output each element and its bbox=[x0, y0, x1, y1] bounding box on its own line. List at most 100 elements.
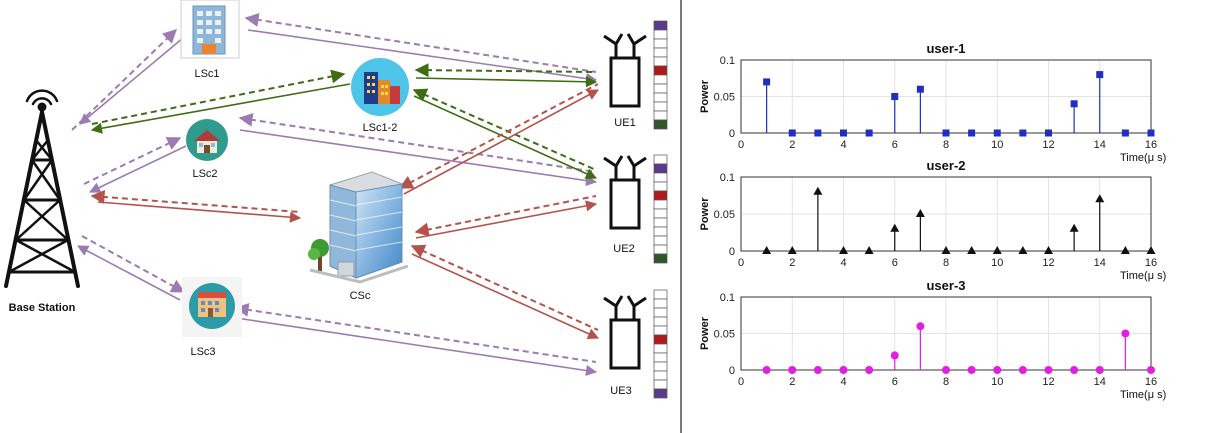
data-point bbox=[1095, 366, 1104, 374]
x-tick-label: 0 bbox=[738, 139, 744, 151]
user-1-chart: 0 2 4 6 8 10 12 14 16 0 0.05 0.1 user-1 Power Time(μ s… bbox=[699, 41, 1166, 164]
x-tick-label: 14 bbox=[1094, 376, 1106, 388]
base-station-tower-icon bbox=[4, 89, 80, 288]
csc-label: CSc bbox=[350, 290, 371, 302]
data-point bbox=[1069, 223, 1079, 232]
data-point bbox=[891, 93, 899, 100]
ue1-slot bbox=[653, 83, 668, 94]
link-arrows bbox=[71, 13, 600, 377]
ue3-slot bbox=[653, 307, 668, 318]
ue3-slot bbox=[653, 352, 668, 363]
data-point bbox=[839, 366, 848, 374]
ue3-slot bbox=[653, 370, 668, 381]
x-tick-label: 2 bbox=[789, 257, 795, 269]
ue2-slot bbox=[653, 253, 668, 264]
lsc3-label: LSc3 bbox=[190, 346, 215, 358]
data-point bbox=[865, 366, 874, 374]
ue2-slot bbox=[653, 190, 668, 201]
ue2-slot bbox=[653, 226, 668, 237]
lsc1-label: LSc1 bbox=[194, 68, 219, 80]
data-point bbox=[788, 129, 796, 137]
ue2-slot bbox=[653, 163, 668, 174]
ue1-slot bbox=[653, 74, 668, 85]
ue3-slot bbox=[653, 325, 668, 336]
y-tick-label: 0.05 bbox=[714, 329, 735, 341]
data-point bbox=[840, 129, 847, 137]
data-point bbox=[1070, 100, 1078, 108]
x-tick-label: 4 bbox=[840, 257, 846, 269]
ue3-slot bbox=[653, 388, 668, 399]
data-point bbox=[762, 246, 772, 254]
x-tick-label: 8 bbox=[943, 376, 949, 388]
x-tick-label: 14 bbox=[1094, 139, 1106, 151]
data-point bbox=[762, 366, 771, 374]
data-point bbox=[942, 129, 950, 137]
data-point bbox=[1121, 129, 1129, 137]
x-tick-label: 4 bbox=[840, 376, 846, 388]
data-point bbox=[788, 366, 797, 374]
lsc1-building-icon bbox=[180, 0, 240, 59]
y-tick-label: 0.1 bbox=[720, 172, 735, 184]
ue3-label: UE3 bbox=[610, 385, 631, 397]
ue1-slot bbox=[653, 56, 668, 67]
data-point bbox=[839, 246, 848, 254]
ue3-slot bbox=[653, 379, 668, 390]
data-point bbox=[1121, 329, 1130, 338]
user-3-chart: 0 2 4 6 8 10 12 14 16 0 0.05 0.1 user-3 Power Time(μ s… bbox=[699, 278, 1166, 401]
data-point bbox=[864, 246, 874, 254]
x-tick-label: 0 bbox=[738, 376, 744, 388]
chart-title: user-3 bbox=[926, 278, 965, 293]
x-axis-label: Time(μ s) bbox=[1120, 389, 1166, 401]
data-point bbox=[890, 223, 900, 232]
x-tick-label: 10 bbox=[991, 257, 1003, 269]
data-point bbox=[1146, 246, 1156, 254]
ue3-slot bbox=[653, 298, 668, 309]
data-point bbox=[968, 129, 976, 137]
ue2-slot bbox=[653, 199, 668, 210]
x-tick-label: 12 bbox=[1042, 376, 1054, 388]
data-point bbox=[1019, 129, 1027, 137]
ue2-device-icon bbox=[603, 155, 647, 230]
ue1-slot bbox=[653, 101, 668, 112]
x-tick-label: 2 bbox=[789, 139, 795, 151]
lsc2-house-icon bbox=[186, 119, 228, 161]
x-tick-label: 12 bbox=[1042, 257, 1054, 269]
data-point bbox=[916, 85, 924, 93]
data-point bbox=[993, 129, 1001, 137]
y-axis-label: Power bbox=[699, 316, 711, 350]
ue2-slot bbox=[653, 208, 668, 219]
x-tick-label: 6 bbox=[892, 139, 898, 151]
x-tick-label: 8 bbox=[943, 257, 949, 269]
ue2-slot bbox=[653, 217, 668, 228]
data-point bbox=[967, 246, 977, 254]
data-point bbox=[814, 129, 822, 137]
ue1-slot bbox=[653, 65, 668, 76]
y-tick-label: 0.1 bbox=[720, 55, 735, 67]
data-point bbox=[992, 246, 1002, 254]
data-point bbox=[1018, 246, 1028, 254]
lsc3-building-icon bbox=[182, 277, 242, 337]
ue2-slot bbox=[653, 172, 668, 183]
lsc2-label: LSc2 bbox=[192, 168, 217, 180]
x-tick-label: 0 bbox=[738, 257, 744, 269]
ue2-slot bbox=[653, 235, 668, 246]
y-tick-label: 0 bbox=[729, 365, 735, 377]
x-tick-label: 12 bbox=[1042, 139, 1054, 151]
x-tick-label: 10 bbox=[991, 376, 1003, 388]
x-axis-label: Time(μ s) bbox=[1120, 152, 1166, 164]
ue2-slot bbox=[653, 181, 668, 192]
data-point bbox=[1018, 366, 1027, 374]
ue3-slot bbox=[653, 289, 668, 300]
data-point bbox=[1147, 366, 1155, 374]
data-point bbox=[942, 366, 950, 374]
ue1-label: UE1 bbox=[614, 117, 635, 129]
y-tick-label: 0.05 bbox=[714, 209, 735, 221]
ue1-slot bbox=[653, 47, 668, 58]
x-tick-label: 6 bbox=[892, 376, 898, 388]
ue1-slot bbox=[653, 38, 668, 49]
data-point bbox=[1044, 366, 1053, 374]
data-point bbox=[916, 322, 925, 331]
base-station-label: Base Station bbox=[9, 302, 76, 314]
x-tick-label: 16 bbox=[1145, 139, 1157, 151]
data-point bbox=[1147, 129, 1155, 137]
